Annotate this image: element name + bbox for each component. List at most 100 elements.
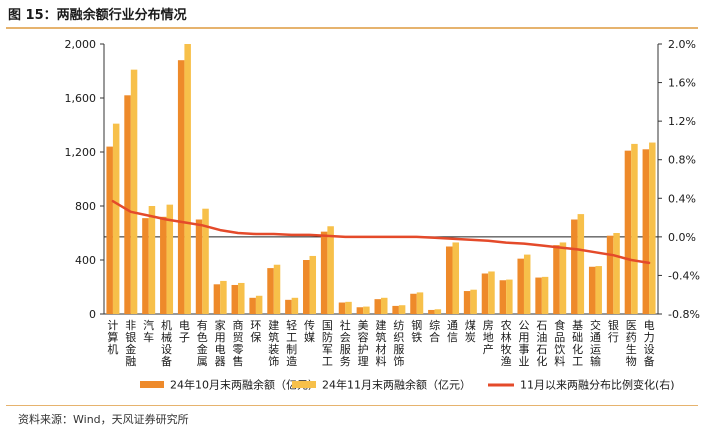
x-tick-label-4: 电子 <box>179 319 190 344</box>
x-tick-label-6: 家用电器 <box>215 318 226 368</box>
y-right-tick-label: 1.2% <box>668 115 696 128</box>
bar-nov-12 <box>327 226 334 314</box>
bar-oct-25 <box>553 245 560 314</box>
bar-oct-0 <box>106 146 113 314</box>
x-tick-label-20: 煤炭 <box>465 319 476 344</box>
bar-oct-30 <box>642 149 650 314</box>
bar-oct-9 <box>267 268 274 314</box>
bar-nov-1 <box>130 69 138 315</box>
bar-nov-0 <box>112 123 120 315</box>
bar-nov-21 <box>488 271 495 314</box>
bar-oct-27 <box>588 266 596 314</box>
bar-nov-4 <box>184 44 191 314</box>
bar-nov-14 <box>363 306 370 314</box>
bar-nov-30 <box>649 142 656 314</box>
bar-nov-10 <box>291 297 299 314</box>
x-tick-label-24: 石油石化 <box>536 319 547 368</box>
bar-nov-15 <box>381 297 388 314</box>
bar-nov-11 <box>309 255 317 314</box>
x-tick-label-18: 综合 <box>429 318 440 344</box>
x-tick-label-15: 建筑材料 <box>376 318 387 368</box>
x-tick-label-14: 美容护理 <box>358 319 369 368</box>
y-left-tick-label: 1,600 <box>65 92 97 105</box>
x-tick-label-26: 基础化工 <box>572 319 583 368</box>
x-tick-label-9: 建筑装饰 <box>268 318 279 368</box>
x-tick-label-21: 房地产 <box>483 319 494 356</box>
title-rule <box>6 27 698 29</box>
bar-nov-6 <box>220 280 227 314</box>
x-tick-label-10: 轻工制造 <box>286 318 297 368</box>
y-right-tick-label: 2.0% <box>668 38 696 51</box>
x-tick-label-12: 国防军工 <box>322 319 333 368</box>
bar-nov-8 <box>255 295 263 314</box>
bar-oct-14 <box>356 307 364 314</box>
bar-oct-21 <box>481 273 489 314</box>
bar-oct-13 <box>338 302 346 314</box>
bar-nov-16 <box>398 305 406 314</box>
y-left-tick-label: 2,000 <box>65 38 97 51</box>
bar-nov-20 <box>470 289 477 314</box>
y-right-tick-label: 0.8% <box>668 154 696 167</box>
bar-oct-12 <box>320 231 328 314</box>
bar-nov-17 <box>416 292 424 314</box>
bar-oct-28 <box>606 235 614 314</box>
x-tick-label-8: 环保 <box>250 319 261 344</box>
x-tick-label-3: 机械设备 <box>161 318 172 368</box>
x-tick-label-1: 非银金融 <box>125 319 136 368</box>
x-tick-label-28: 银行 <box>608 318 619 344</box>
x-tick-label-11: 传媒 <box>304 319 315 344</box>
bar-oct-15 <box>374 299 381 314</box>
bar-nov-24 <box>541 276 549 314</box>
bar-nov-2 <box>148 206 156 314</box>
bar-oct-26 <box>571 219 578 314</box>
legend-label-line: 11月以来两融分布比例变化(右) <box>520 378 675 392</box>
bar-oct-8 <box>249 297 256 314</box>
source-note: 资料来源：Wind，天风证券研究所 <box>18 413 189 426</box>
x-tick-label-29: 医药生物 <box>626 319 637 368</box>
legend-swatch-oct <box>140 381 164 388</box>
bar-nov-9 <box>273 264 281 314</box>
x-tick-label-19: 通信 <box>447 319 458 344</box>
y-right-tick-label: -0.8% <box>668 308 700 321</box>
x-tick-label-2: 汽车 <box>143 318 154 344</box>
bar-oct-11 <box>303 260 310 314</box>
bar-oct-19 <box>445 246 453 314</box>
bar-nov-18 <box>434 309 442 314</box>
x-tick-label-7: 商贸零售 <box>233 318 244 368</box>
bar-oct-7 <box>231 284 239 314</box>
bar-oct-10 <box>285 299 292 314</box>
bar-oct-29 <box>624 150 632 314</box>
bar-oct-17 <box>410 293 417 314</box>
bar-nov-13 <box>345 301 352 314</box>
bar-nov-7 <box>238 282 245 314</box>
bar-oct-5 <box>195 219 203 314</box>
x-tick-label-22: 农林牧渔 <box>501 318 512 368</box>
x-tick-label-27: 交通运输 <box>590 318 601 368</box>
x-tick-label-16: 纺织服饰 <box>393 318 404 368</box>
line-share-change <box>111 199 651 265</box>
x-tick-label-5: 有色金属 <box>197 318 208 368</box>
legend-swatch-nov <box>292 381 316 388</box>
bar-nov-5 <box>202 208 209 314</box>
bar-nov-28 <box>613 233 620 314</box>
bar-oct-22 <box>499 280 507 314</box>
x-tick-label-23: 公用事业 <box>518 319 529 368</box>
bar-oct-6 <box>213 284 221 314</box>
y-left-tick-label: 800 <box>75 200 96 213</box>
x-tick-label-25: 食品饮料 <box>554 318 565 368</box>
bar-nov-22 <box>506 279 513 314</box>
legend-label-nov: 24年11月末两融余额（亿元） <box>322 378 471 392</box>
bar-oct-3 <box>160 216 167 314</box>
bar-nov-27 <box>595 266 602 314</box>
bar-nov-29 <box>631 143 638 314</box>
y-right-tick-label: 0.4% <box>668 192 696 205</box>
y-right-tick-label: 0.0% <box>668 231 696 244</box>
x-tick-label-30: 电力设备 <box>644 319 655 368</box>
bar-oct-4 <box>177 60 185 315</box>
x-tick-label-0: 计算机 <box>107 319 118 356</box>
bar-oct-16 <box>392 305 399 314</box>
bar-nov-23 <box>523 254 531 314</box>
bar-nov-26 <box>577 214 585 314</box>
chart-title: 图 15：两融余额行业分布情况 <box>8 8 187 23</box>
